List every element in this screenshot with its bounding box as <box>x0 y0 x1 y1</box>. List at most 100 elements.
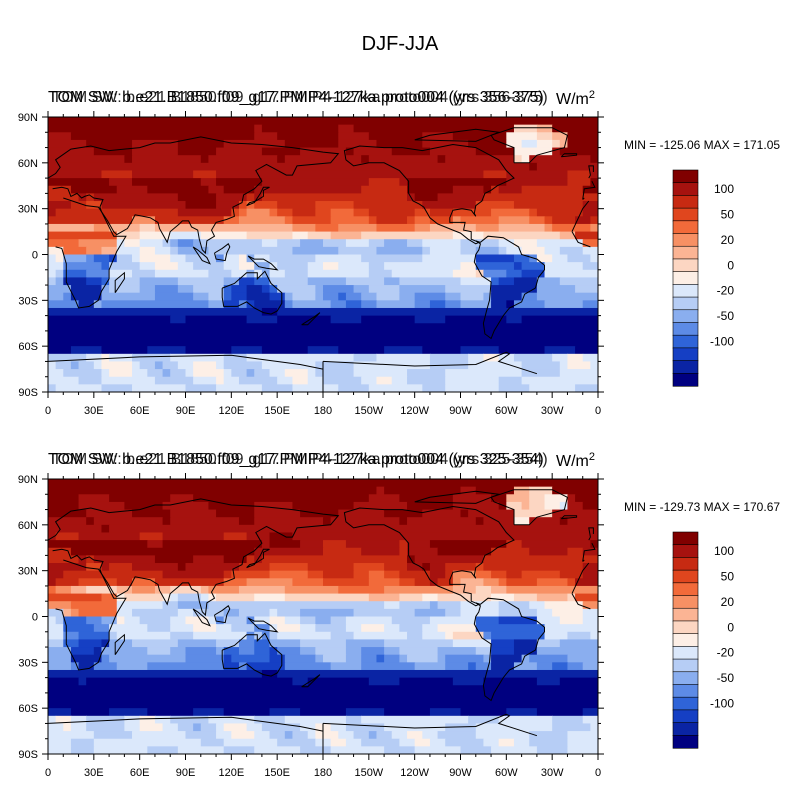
field-cell <box>48 563 87 572</box>
field-cell <box>139 723 164 732</box>
field-cell <box>254 300 286 309</box>
field-cell <box>231 369 248 378</box>
field-cell <box>483 292 492 301</box>
lat-tick-label: 60N <box>18 520 38 532</box>
field-cell <box>93 555 156 564</box>
field-cell <box>48 170 103 179</box>
field-cell <box>429 563 446 572</box>
field-cell <box>170 369 187 378</box>
field-cell <box>323 376 362 385</box>
field-cell <box>216 647 225 656</box>
field-cell <box>185 384 217 392</box>
colorbar-swatch <box>672 734 699 749</box>
colorbar-1: 100 50 20 0 -20 -50 -100 <box>672 169 734 387</box>
field-cell <box>48 532 57 541</box>
field-cell <box>216 254 225 263</box>
field-cell <box>399 578 416 587</box>
field-cell <box>185 315 248 324</box>
field-cell <box>154 292 194 301</box>
field-cell <box>254 731 271 740</box>
field-cell <box>475 723 553 732</box>
field-cell <box>48 292 64 301</box>
field-cell <box>513 155 523 164</box>
field-cell <box>498 616 538 625</box>
field-cell <box>101 262 110 271</box>
field-cell <box>109 262 141 271</box>
field-cell <box>422 563 431 572</box>
field-cell <box>55 532 80 541</box>
field-cell <box>445 300 462 309</box>
field-cell <box>208 300 225 309</box>
colorbar-swatch <box>672 531 699 546</box>
field-cell <box>246 208 271 217</box>
field-cell <box>452 585 477 595</box>
field-cell <box>116 601 164 610</box>
field-cell <box>529 254 538 263</box>
field-cell <box>529 547 569 556</box>
field-cell <box>116 254 133 263</box>
field-cell <box>559 277 598 286</box>
field-cell <box>154 285 179 294</box>
field-cell <box>101 647 148 656</box>
field-cell <box>101 376 156 385</box>
field-cell <box>552 132 569 141</box>
field-cell <box>445 563 477 572</box>
field-cell <box>177 139 225 149</box>
field-cell <box>590 254 598 263</box>
coastlines-1 <box>48 127 596 392</box>
field-cell <box>170 616 187 625</box>
field-cell <box>86 677 294 686</box>
field-cell <box>124 616 141 625</box>
field-cell <box>483 231 561 240</box>
colorbar-swatch <box>672 347 699 362</box>
field-cell <box>147 662 225 671</box>
field-cell <box>483 631 492 641</box>
field-cell <box>86 139 133 149</box>
field-cell <box>284 585 339 595</box>
field-cell <box>193 170 217 179</box>
field-cell <box>101 524 110 534</box>
field-cell <box>552 353 569 363</box>
field-cell <box>315 624 347 633</box>
coastline <box>246 548 270 569</box>
field-cell <box>513 147 553 156</box>
field-cell <box>491 585 507 595</box>
field-cell <box>567 254 591 263</box>
field-cell <box>93 662 118 671</box>
field-cell <box>307 677 370 686</box>
field-cell <box>361 292 378 301</box>
field-cell <box>162 361 179 370</box>
field-cell <box>582 616 598 625</box>
field-cell <box>193 262 225 271</box>
field-cell <box>513 300 546 309</box>
field-cell <box>48 155 125 164</box>
colorbar-swatch <box>672 322 699 336</box>
field-cell <box>513 262 523 271</box>
field-cell <box>513 517 530 526</box>
field-cell <box>307 262 324 271</box>
field-cell <box>162 501 210 511</box>
field-cell <box>193 624 217 633</box>
field-cell <box>407 178 507 187</box>
coastline <box>582 542 596 562</box>
field-cell <box>513 239 538 248</box>
field-cell <box>506 540 523 549</box>
field-cell <box>223 616 248 625</box>
field-cell <box>48 346 72 355</box>
field-cell <box>353 353 378 363</box>
field-cell <box>536 285 576 294</box>
field-cell <box>177 361 194 370</box>
field-cell <box>246 292 271 301</box>
field-cell <box>48 246 64 256</box>
field-cell <box>323 517 332 526</box>
field-cell <box>475 616 500 625</box>
field-cell <box>590 178 598 187</box>
field-cell <box>208 715 255 725</box>
lon-tick-label: 30E <box>84 405 104 417</box>
field-cell <box>93 647 103 656</box>
field-cell <box>55 715 72 725</box>
field-cell <box>483 170 507 179</box>
coastline <box>114 633 125 655</box>
field-cell <box>422 631 446 641</box>
field-cell <box>193 376 217 385</box>
